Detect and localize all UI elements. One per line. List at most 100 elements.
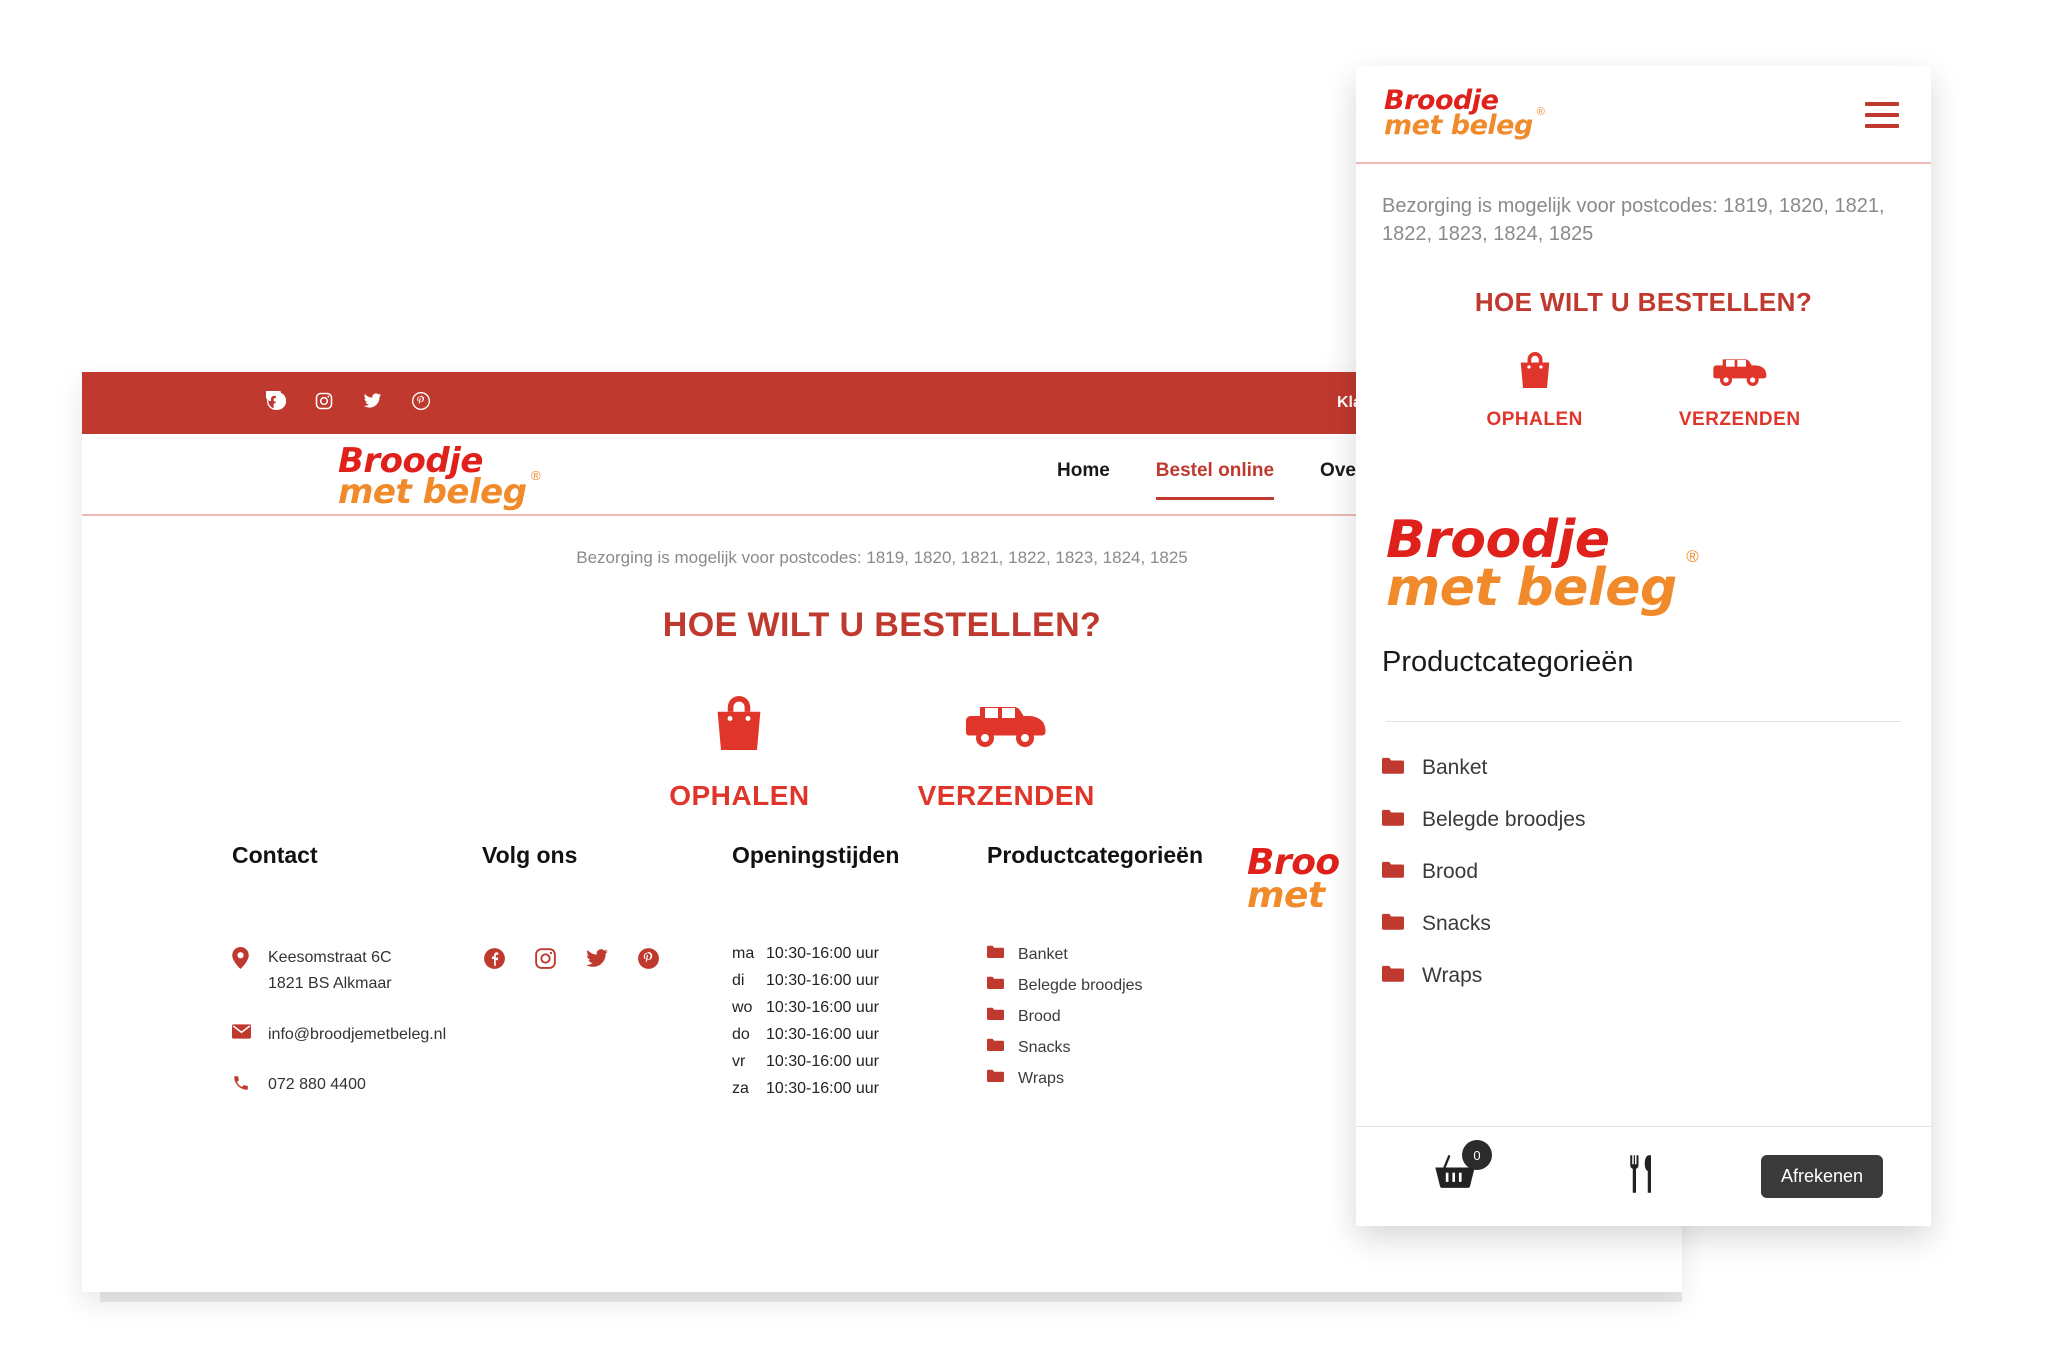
hours-row: do 10:30-16:00 uur (732, 1026, 987, 1044)
category-item-banket[interactable]: Banket (987, 945, 1247, 964)
topbar-social-links (264, 383, 431, 416)
car-icon (966, 707, 1046, 747)
footer-column-contact: Contact Keesomstraat 6C 1821 BS Alkmaar … (232, 842, 482, 1123)
location-pin-icon (232, 945, 252, 974)
folder-icon (987, 1069, 1004, 1088)
category-label: Snacks (1018, 1038, 1071, 1056)
desktop-order-options: OPHALEN VERZENDEN (82, 687, 1682, 812)
mobile-category-item-wraps[interactable]: Wraps (1382, 964, 1905, 988)
mobile-order-option-ophalen[interactable]: OPHALEN (1486, 346, 1582, 431)
hours-row: wo 10:30-16:00 uur (732, 999, 987, 1017)
shopping-basket-icon[interactable]: 0 (1434, 1140, 1492, 1199)
logo-line-1: Broodje (338, 441, 483, 481)
order-option-ophalen[interactable]: OPHALEN (669, 687, 809, 812)
mobile-category-item-belegde-broodjes[interactable]: Belegde broodjes (1382, 808, 1905, 832)
mobile-postcode-note: Bezorging is mogelijk voor postcodes: 18… (1382, 195, 1885, 246)
nav-item-bestel-online[interactable]: Bestel online (1155, 460, 1275, 500)
mobile-bottom-bar: 0 Afrekenen (1356, 1126, 1931, 1226)
pinterest-icon[interactable] (636, 946, 661, 976)
category-item-belegde-broodjes[interactable]: Belegde broodjes (987, 976, 1247, 995)
mobile-category-item-banket[interactable]: Banket (1382, 756, 1905, 780)
category-label: Brood (1422, 860, 1479, 884)
hours-day: do (732, 1026, 750, 1043)
shopping-bag-icon (718, 696, 761, 750)
mobile-site-logo[interactable]: Broodje met beleg ® (1384, 85, 1545, 141)
mobile-categories-title: Productcategorieën (1382, 646, 1634, 679)
order-option-label: VERZENDEN (917, 780, 1095, 811)
category-item-snacks[interactable]: Snacks (987, 1038, 1247, 1057)
hours-day: wo (732, 999, 753, 1016)
hours-day: vr (732, 1053, 746, 1070)
logo-line-2: met beleg (1384, 110, 1533, 141)
hamburger-bar (1865, 124, 1899, 128)
footer-column-categories: Productcategorieën Banket Belegde broodj… (987, 842, 1247, 1123)
folder-icon (1382, 965, 1404, 988)
category-label: Belegde broodjes (1422, 808, 1586, 832)
contact-email-text: info@broodjemetbeleg.nl (268, 1025, 447, 1043)
hours-time: 10:30-16:00 uur (766, 999, 879, 1016)
contact-email[interactable]: info@broodjemetbeleg.nl (232, 1022, 482, 1048)
envelope-icon (232, 1022, 252, 1044)
pinterest-icon[interactable] (411, 391, 431, 416)
footer-column-hours: Openingstijden ma 10:30-16:00 uur di 10:30… (732, 842, 987, 1123)
registered-mark: ® (530, 468, 541, 483)
footer-hours-title: Openingstijden (732, 842, 900, 868)
category-item-brood[interactable]: Brood (987, 1007, 1247, 1026)
facebook-icon[interactable] (264, 383, 287, 416)
category-label: Snacks (1422, 912, 1491, 936)
hamburger-bar (1865, 102, 1899, 106)
hours-day: ma (732, 945, 755, 962)
order-option-label: VERZENDEN (1678, 408, 1801, 430)
contact-address: Keesomstraat 6C 1821 BS Alkmaar (232, 945, 482, 998)
divider (1386, 721, 1901, 723)
hours-day: za (732, 1080, 749, 1097)
folder-icon (987, 945, 1004, 964)
hamburger-menu-icon[interactable] (1865, 102, 1899, 128)
instagram-icon[interactable] (533, 946, 558, 976)
cutlery-icon[interactable] (1627, 1154, 1661, 1199)
contact-address-text: Keesomstraat 6C 1821 BS Alkmaar (268, 945, 392, 998)
footer-social-links (482, 945, 732, 976)
hamburger-bar (1865, 113, 1899, 117)
registered-mark: ® (1686, 546, 1699, 566)
site-logo[interactable]: Broodje met beleg ® (338, 441, 541, 513)
order-option-label: OPHALEN (669, 780, 810, 811)
phone-icon (232, 1072, 252, 1097)
footer-column-follow: Volg ons (482, 842, 732, 1123)
hours-row: ma 10:30-16:00 uur (732, 945, 987, 963)
logo-line-1: Broodje (1384, 85, 1499, 117)
checkout-button[interactable]: Afrekenen (1760, 1155, 1883, 1198)
twitter-icon[interactable] (584, 945, 610, 976)
folder-icon (987, 1038, 1004, 1057)
hours-row: di 10:30-16:00 uur (732, 972, 987, 990)
topbar-right-text: Kla (1337, 394, 1362, 411)
car-icon (1713, 359, 1767, 386)
order-option-verzenden[interactable]: VERZENDEN (918, 687, 1095, 812)
order-option-label: OPHALEN (1486, 408, 1583, 430)
nav-item-home[interactable]: Home (1057, 460, 1110, 481)
contact-phone[interactable]: 072 880 4400 (232, 1072, 482, 1098)
category-label: Banket (1018, 945, 1068, 963)
hours-time: 10:30-16:00 uur (766, 945, 879, 962)
mobile-category-item-snacks[interactable]: Snacks (1382, 912, 1905, 936)
mobile-category-item-brood[interactable]: Brood (1382, 860, 1905, 884)
hours-day: di (732, 972, 745, 989)
logo-line-2: met beleg (338, 472, 527, 513)
category-label: Banket (1422, 756, 1488, 780)
folder-icon (1382, 757, 1404, 780)
footer-contact-title: Contact (232, 842, 318, 868)
registered-mark: ® (1536, 106, 1545, 119)
category-label: Brood (1018, 1007, 1061, 1025)
address-line-2: 1821 BS Alkmaar (268, 975, 392, 993)
category-label: Wraps (1422, 964, 1483, 988)
contact-phone-text: 072 880 4400 (268, 1076, 366, 1094)
instagram-icon[interactable] (314, 391, 334, 416)
footer-column-logo: Broo met (1247, 842, 1447, 1123)
category-item-wraps[interactable]: Wraps (987, 1069, 1247, 1088)
twitter-icon[interactable] (362, 390, 383, 416)
mobile-order-option-verzenden[interactable]: VERZENDEN (1679, 346, 1801, 431)
facebook-icon[interactable] (482, 946, 507, 976)
footer-logo: Broo met (1247, 844, 1340, 913)
hours-time: 10:30-16:00 uur (766, 1026, 879, 1043)
